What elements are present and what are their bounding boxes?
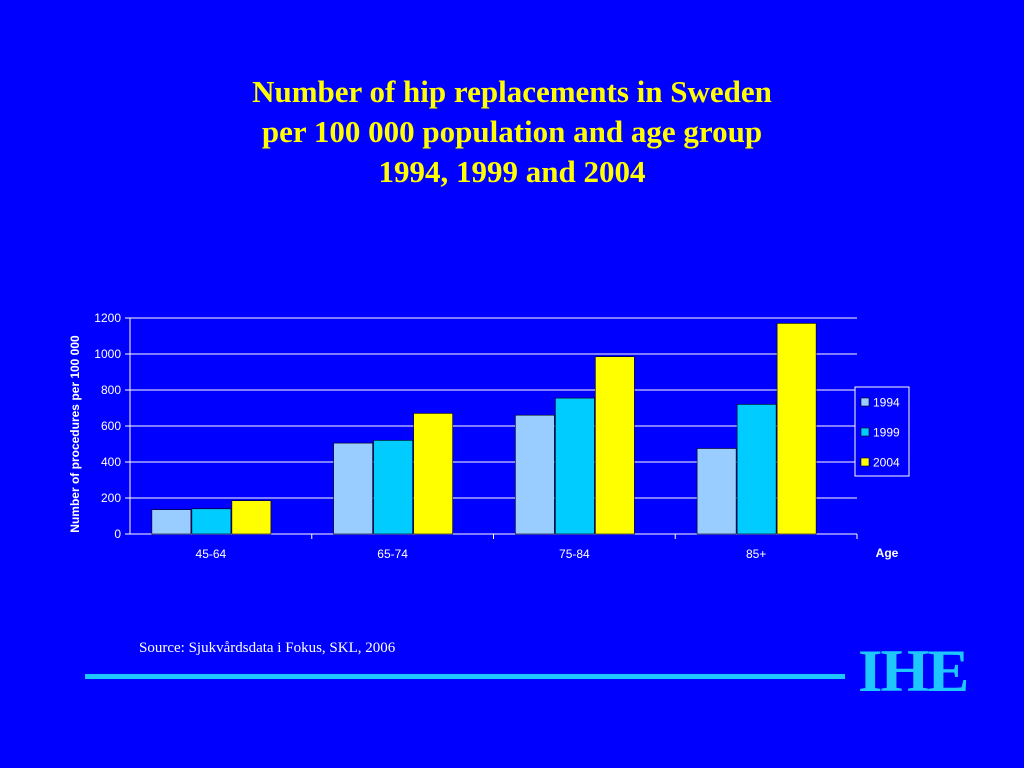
bar-1994-65-74 <box>333 442 373 535</box>
ihe-logo: IHE <box>858 638 969 704</box>
bar-1999-45-64 <box>191 508 232 535</box>
bar-2004-85+ <box>776 323 817 535</box>
bar-2004-65-74 <box>413 413 453 535</box>
legend-label-2004: 2004 <box>873 456 900 470</box>
y-axis-title: Number of procedures per 100 000 <box>68 335 82 533</box>
legend-label-1999: 1999 <box>873 426 900 440</box>
legend-swatch-2004 <box>860 457 870 467</box>
bar-1994-85+ <box>696 448 737 535</box>
y-tick-label: 800 <box>101 383 121 397</box>
y-tick-label: 1000 <box>94 347 121 361</box>
x-tick-label: 45-64 <box>196 547 227 561</box>
y-tick-label: 1200 <box>94 311 121 325</box>
x-axis-title: Age <box>876 546 899 560</box>
x-tick-label: 85+ <box>746 547 766 561</box>
title-line-2: per 100 000 population and age group <box>261 114 763 149</box>
y-tick-label: 400 <box>101 455 121 469</box>
bar-1994-75-84 <box>515 414 555 535</box>
legend-label-1994: 1994 <box>873 396 900 410</box>
y-tick-label: 0 <box>114 527 121 541</box>
x-tick-label: 65-74 <box>377 547 408 561</box>
x-tick-label: 75-84 <box>559 547 590 561</box>
source-note: Source: Sjukvårdsdata i Fokus, SKL, 2006 <box>139 640 396 656</box>
y-tick-label: 200 <box>101 491 121 505</box>
bar-1999-65-74 <box>373 440 413 535</box>
legend-swatch-1999 <box>860 427 870 437</box>
title-line-1: Number of hip replacements in Sweden <box>252 74 772 109</box>
title-line-3: 1994, 1999 and 2004 <box>378 154 646 189</box>
legend-swatch-1994 <box>860 397 870 407</box>
bar-1994-45-64 <box>151 509 192 535</box>
bar-1999-75-84 <box>555 397 595 535</box>
slide-title: Number of hip replacements in Sweden per… <box>112 72 912 192</box>
bar-1999-85+ <box>736 404 777 535</box>
y-tick-label: 600 <box>101 419 121 433</box>
bar-2004-75-84 <box>595 356 635 535</box>
bar-2004-45-64 <box>231 500 272 535</box>
footer-divider <box>85 674 845 679</box>
